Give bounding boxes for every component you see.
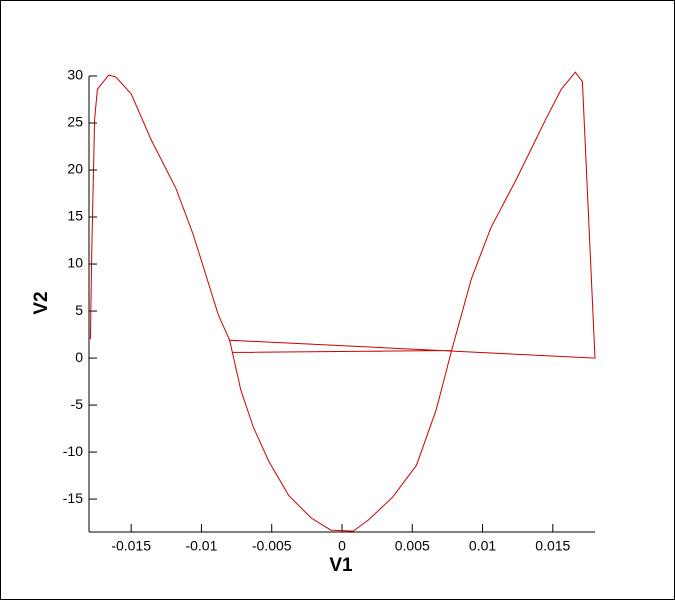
- y-tick-label: -10: [63, 443, 83, 459]
- x-tick-label: 0.015: [535, 538, 570, 554]
- y-tick-label: 20: [67, 161, 83, 177]
- y-tick-label: 25: [67, 114, 83, 130]
- y-tick-label: 5: [75, 302, 83, 318]
- y-axis-title: V2: [31, 291, 52, 314]
- x-tick-label: 0: [338, 538, 346, 554]
- x-axis-title: V1: [329, 555, 353, 576]
- x-tick-label: -0.01: [185, 538, 217, 554]
- y-tick-label: 10: [67, 255, 83, 271]
- data-line: [89, 71, 596, 532]
- x-tick-label: 0.01: [469, 538, 496, 554]
- x-tick-label: 0.005: [395, 538, 430, 554]
- y-tick-label: 0: [75, 349, 83, 365]
- x-tick-label: -0.015: [111, 538, 151, 554]
- x-tick-label: -0.005: [252, 538, 292, 554]
- y-tick-label: 15: [67, 208, 83, 224]
- y-tick-label: 30: [67, 67, 83, 83]
- y-tick-label: -5: [71, 396, 84, 412]
- y-tick-label: -15: [63, 490, 83, 506]
